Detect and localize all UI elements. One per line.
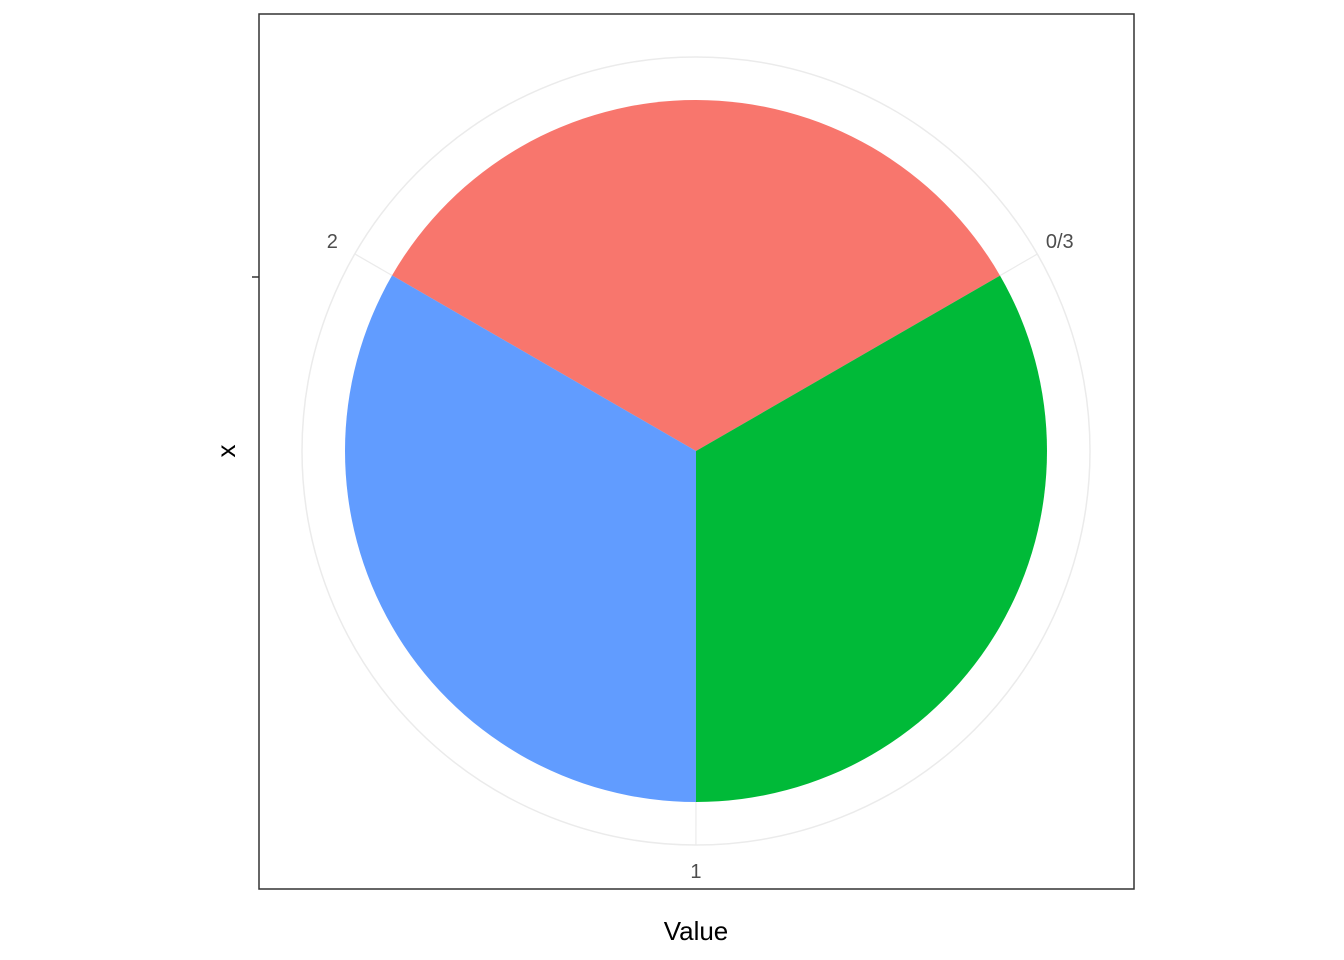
theta-tick-label: 0/3 <box>1046 231 1074 253</box>
y-axis-title: x <box>211 445 241 458</box>
pie-slice-3 <box>695 275 1047 802</box>
theta-tick-labels: 0/3 1 2 <box>327 231 1074 883</box>
theta-tick-label: 2 <box>327 231 338 253</box>
x-axis-title: Value <box>664 916 729 946</box>
pie-slice-1 <box>392 100 1001 451</box>
pie-slices <box>345 100 1047 802</box>
theta-tick-label: 1 <box>690 861 701 883</box>
pie-slice-2 <box>345 275 696 802</box>
